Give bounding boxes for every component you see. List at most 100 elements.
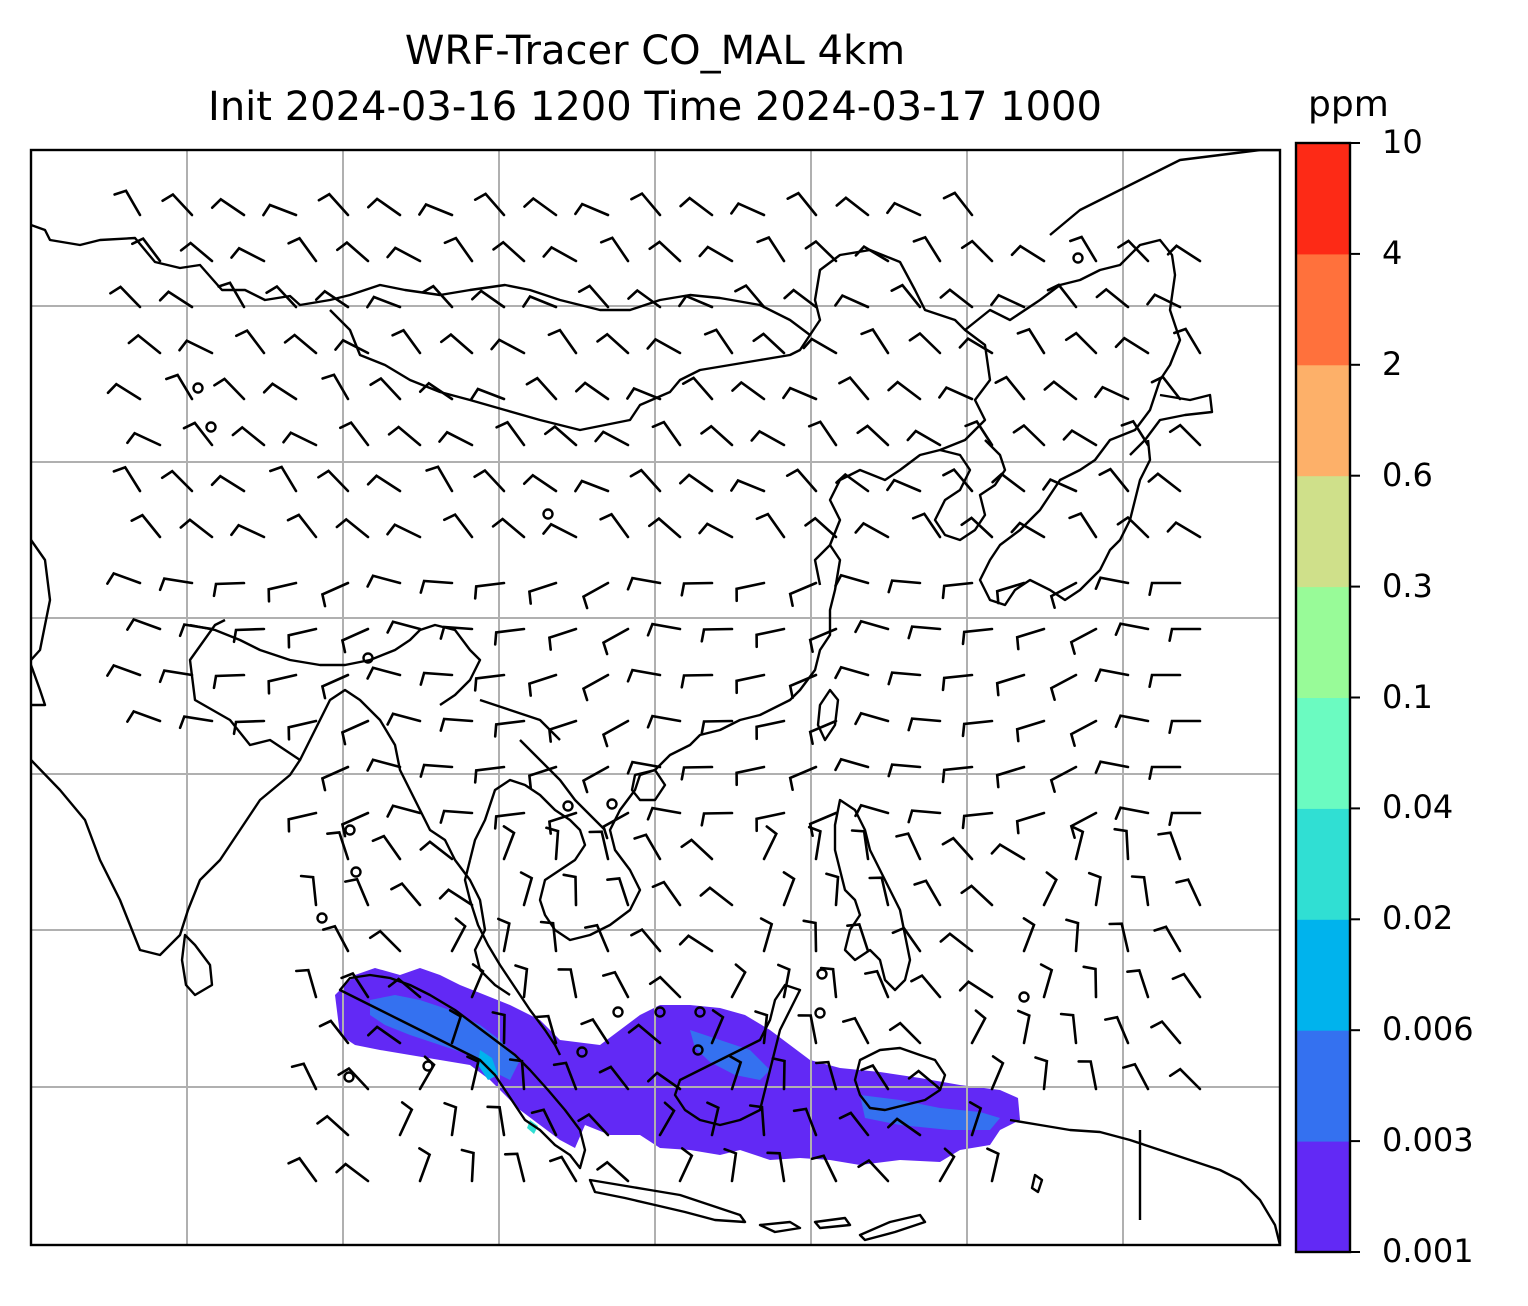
wind-barb [421,284,454,309]
wind-barb [1104,1015,1130,1045]
wind-barb [230,523,266,539]
wind-barb [366,295,402,309]
wind-barb [419,579,454,594]
colorbar-unit: ppm [1308,84,1389,125]
wind-barb [1153,925,1182,953]
colorbar-segment [1296,1141,1350,1253]
wind-barb [804,516,838,539]
wind-barb [651,420,682,447]
wind-barb [599,236,630,263]
wind-barb [440,332,474,355]
wind-barb [1049,581,1078,609]
wind-barb [679,473,714,493]
wind-barb [321,373,350,401]
wind-barb [601,719,630,748]
calm-wind-marker [344,824,356,836]
wind-barb [735,765,766,787]
wind-barb [438,888,474,907]
wind-barb [755,627,786,649]
wind-barb [368,929,402,953]
gridlines [31,150,1280,1245]
wind-barb [941,765,974,784]
wind-barb [1146,293,1182,309]
wind-barb [1049,673,1078,701]
plume-region [335,968,1020,1165]
wind-barb [1113,827,1130,861]
wind-barb [658,1101,676,1137]
wind-barb [864,969,890,999]
wind-barb [562,873,578,907]
wind-barb [1116,515,1150,539]
wind-barb [1043,380,1078,401]
wind-barb [802,919,818,953]
wind-barb [886,201,922,217]
wind-barb [681,376,714,401]
wind-barb [1022,917,1036,953]
wind-barb [340,971,370,999]
wind-barb [990,293,1026,309]
wind-barb [792,1107,818,1137]
wind-barb [552,1061,578,1091]
wind-barb [486,1105,506,1137]
chart-title-line-1: WRF-Tracer CO_MAL 4km [404,28,906,74]
wind-barb [756,235,786,263]
wind-barb [842,1016,870,1045]
wind-barb [995,581,1026,605]
wind-barb [834,757,870,772]
wind-barb [1168,423,1202,447]
wind-barb [130,513,162,539]
wind-barb [318,1019,350,1045]
wind-barb [913,879,942,907]
wind-barb [527,581,558,605]
wind-barb [535,1014,558,1045]
wind-barb [126,617,162,631]
wind-barb [1166,520,1202,539]
calm-wind-marker [542,508,554,520]
wind-barb [630,927,662,953]
wind-barb [646,337,682,355]
wind-barb [838,375,870,401]
border-himalaya [189,623,482,706]
wind-barb [320,673,350,700]
wind-barb [1094,760,1130,774]
wind-barb [646,806,682,821]
wind-barb [584,923,610,953]
wind-barb [502,825,516,861]
wind-barb [1042,871,1058,907]
wind-barb [425,465,454,493]
wind-barb [627,1023,662,1045]
wind-barb [835,472,870,493]
wind-barb [754,1010,769,1045]
wind-barb [958,336,994,355]
wind-barb [1015,811,1046,835]
wind-barb [834,293,870,309]
wind-barb [648,240,682,263]
wind-barb [386,523,422,539]
wind-barb [857,1158,890,1183]
wind-barb [1147,472,1182,493]
wind-barb [970,1009,987,1045]
wind-barb [808,627,838,653]
wind-barbs [106,189,1202,1183]
wind-barb [1087,871,1102,907]
wind-barb [627,288,662,309]
wind-barb [958,980,994,999]
wind-barb [1069,719,1098,747]
wind-barb [907,809,942,824]
wind-barb [815,1060,838,1091]
wind-barb [1175,878,1202,907]
wind-barb [178,339,214,355]
wind-barb [734,283,766,309]
colorbar-segment [1296,1030,1350,1142]
wind-barb [785,468,818,493]
wind-barb [807,825,822,861]
wind-barb [547,627,578,651]
wind-barb [545,826,560,861]
wind-barb [1094,576,1130,590]
wind-barb [1114,806,1150,820]
wind-barb [419,840,454,861]
wind-barb [419,763,454,778]
calm-wind-marker [192,382,204,394]
wind-barb [470,387,506,401]
wind-barb [1062,428,1098,447]
